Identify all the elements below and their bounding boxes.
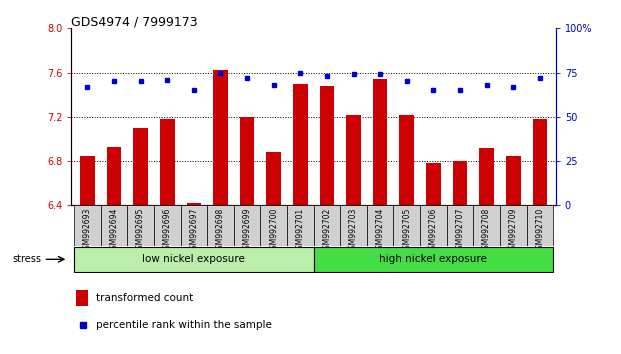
Text: GSM992701: GSM992701	[296, 207, 305, 253]
Bar	[346, 115, 361, 205]
Bar	[532, 119, 547, 205]
Text: GSM992702: GSM992702	[322, 207, 332, 253]
Bar	[154, 205, 181, 246]
Bar	[233, 205, 260, 246]
Text: high nickel exposure: high nickel exposure	[379, 254, 487, 264]
Bar	[527, 205, 553, 246]
Bar	[74, 246, 314, 272]
Bar	[314, 205, 340, 246]
Text: GSM992694: GSM992694	[109, 207, 119, 254]
Bar	[373, 79, 388, 205]
Bar	[181, 205, 207, 246]
Bar	[320, 86, 334, 205]
Bar	[340, 205, 367, 246]
Text: GSM992695: GSM992695	[136, 207, 145, 254]
Text: stress: stress	[12, 254, 42, 264]
Bar	[186, 203, 201, 205]
Bar	[399, 115, 414, 205]
Bar	[207, 205, 233, 246]
Text: GSM992709: GSM992709	[509, 207, 518, 254]
Text: transformed count: transformed count	[96, 292, 193, 303]
Text: GDS4974 / 7999173: GDS4974 / 7999173	[71, 16, 198, 29]
Text: GSM992693: GSM992693	[83, 207, 92, 254]
Bar	[446, 205, 473, 246]
Text: GSM992700: GSM992700	[269, 207, 278, 254]
Bar	[107, 147, 121, 205]
Text: GSM992708: GSM992708	[482, 207, 491, 253]
Bar	[394, 205, 420, 246]
Text: GSM992703: GSM992703	[349, 207, 358, 254]
Bar	[80, 155, 94, 205]
Text: GSM992696: GSM992696	[163, 207, 172, 254]
Bar	[367, 205, 394, 246]
Bar	[426, 163, 441, 205]
Bar	[287, 205, 314, 246]
Bar	[240, 117, 255, 205]
Bar	[314, 246, 553, 272]
Text: GSM992699: GSM992699	[243, 207, 252, 254]
Bar	[453, 161, 467, 205]
Text: GSM992707: GSM992707	[455, 207, 465, 254]
Text: percentile rank within the sample: percentile rank within the sample	[96, 320, 271, 330]
Text: GSM992705: GSM992705	[402, 207, 411, 254]
Bar	[160, 119, 175, 205]
Bar	[134, 128, 148, 205]
Text: GSM992710: GSM992710	[535, 207, 545, 253]
Bar	[479, 148, 494, 205]
Text: GSM992697: GSM992697	[189, 207, 198, 254]
Bar	[127, 205, 154, 246]
Text: GSM992706: GSM992706	[429, 207, 438, 254]
Bar	[101, 205, 127, 246]
Bar	[293, 84, 307, 205]
Text: GSM992704: GSM992704	[376, 207, 384, 254]
Bar	[506, 155, 520, 205]
Bar	[260, 205, 287, 246]
Bar	[213, 70, 228, 205]
Bar	[266, 152, 281, 205]
Bar	[473, 205, 500, 246]
Text: GSM992698: GSM992698	[216, 207, 225, 253]
Bar	[76, 290, 88, 306]
Bar	[500, 205, 527, 246]
Text: low nickel exposure: low nickel exposure	[142, 254, 245, 264]
Bar	[74, 205, 101, 246]
Bar	[420, 205, 446, 246]
